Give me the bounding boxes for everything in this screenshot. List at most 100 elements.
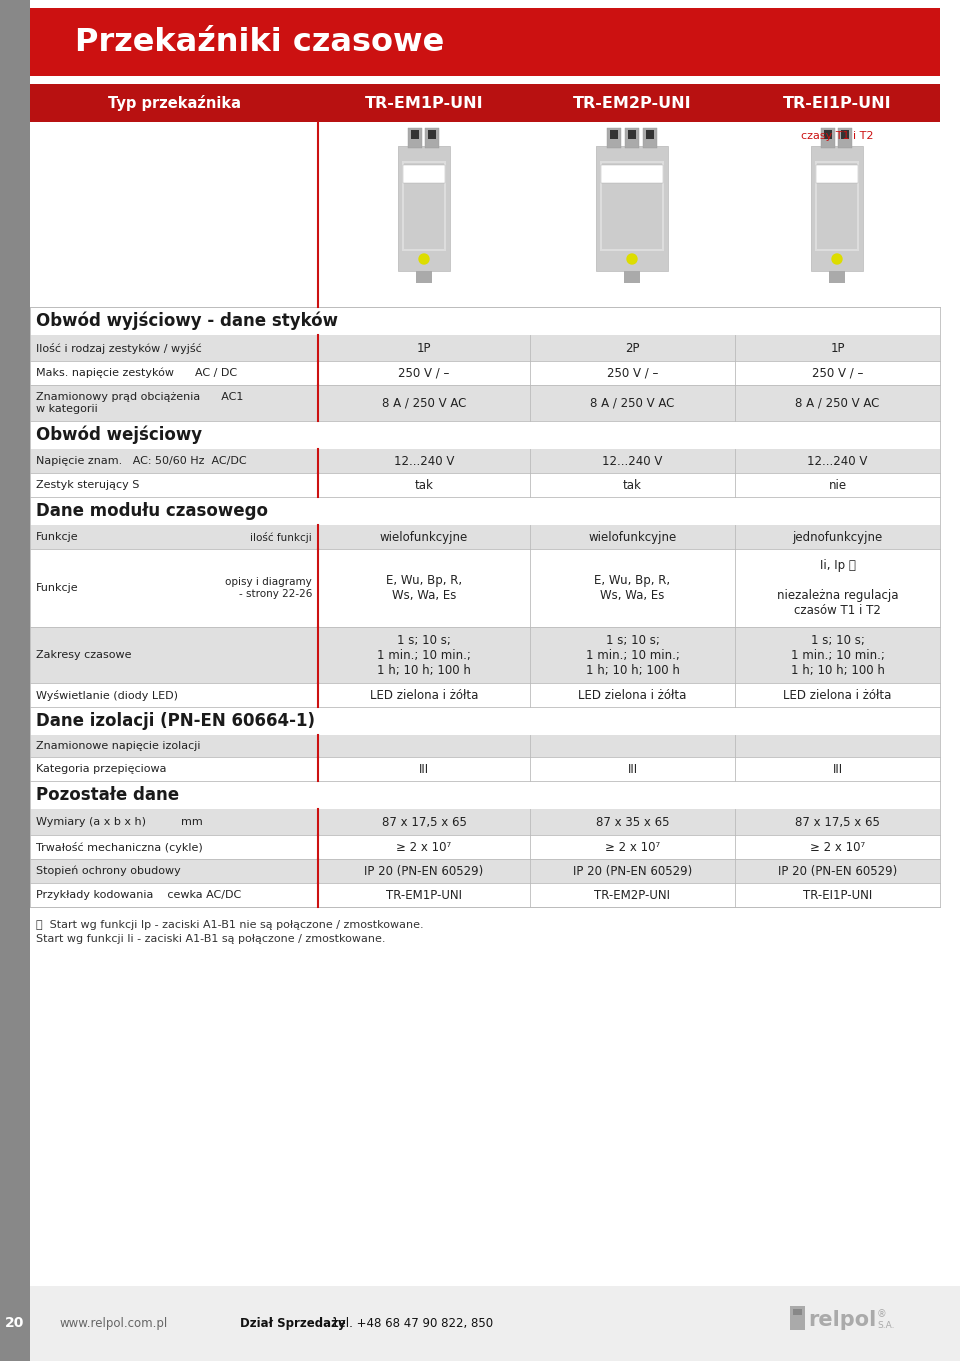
Bar <box>408 128 422 148</box>
Bar <box>30 548 940 627</box>
Text: Kategoria przepięciowa: Kategoria przepięciowa <box>36 764 166 774</box>
Bar <box>601 165 663 182</box>
Bar <box>30 627 940 683</box>
Text: 250 V / –: 250 V / – <box>607 366 659 380</box>
Bar <box>790 1307 805 1330</box>
Text: Ilość i rodzaj zestyków / wyjść: Ilość i rodzaj zestyków / wyjść <box>36 343 202 354</box>
Text: 87 x 35 x 65: 87 x 35 x 65 <box>596 815 669 829</box>
Text: czasy T1 i T2: czasy T1 i T2 <box>802 131 874 142</box>
Text: 8 A / 250 V AC: 8 A / 250 V AC <box>590 396 675 410</box>
Bar <box>30 122 940 308</box>
Text: Zakresy czasowe: Zakresy czasowe <box>36 651 132 660</box>
Bar <box>30 781 940 808</box>
Text: Dane modułu czasowego: Dane modułu czasowego <box>36 502 268 520</box>
Text: Znamionowy prąd obciążenia      AC1: Znamionowy prąd obciążenia AC1 <box>36 392 244 401</box>
Text: 12...240 V: 12...240 V <box>602 455 662 467</box>
Text: Przekaźniki czasowe: Przekaźniki czasowe <box>75 26 444 57</box>
Text: TR-EM2P-UNI: TR-EM2P-UNI <box>573 95 692 110</box>
Bar <box>628 131 636 139</box>
Bar <box>30 385 940 421</box>
Bar <box>30 308 940 335</box>
Text: Stopień ochrony obudowy: Stopień ochrony obudowy <box>36 866 180 876</box>
Bar <box>600 161 664 250</box>
Text: 1 s; 10 s;
1 min.; 10 min.;
1 h; 10 h; 100 h: 1 s; 10 s; 1 min.; 10 min.; 1 h; 10 h; 1… <box>586 633 680 676</box>
Bar <box>624 271 640 283</box>
Text: nie: nie <box>828 479 847 491</box>
Text: ilość funkcji: ilość funkcji <box>251 532 312 543</box>
Text: S.A.: S.A. <box>877 1322 895 1331</box>
Bar <box>30 836 940 859</box>
Bar <box>815 161 859 250</box>
Bar <box>841 131 849 139</box>
Text: III: III <box>832 762 843 776</box>
Text: Pozostałe dane: Pozostałe dane <box>36 787 180 804</box>
Text: LED zielona i żółta: LED zielona i żółta <box>370 689 478 701</box>
Bar <box>30 308 940 335</box>
Text: 87 x 17,5 x 65: 87 x 17,5 x 65 <box>795 815 880 829</box>
Circle shape <box>627 255 637 264</box>
Text: relpol: relpol <box>808 1311 876 1330</box>
Bar <box>30 859 940 883</box>
Text: Znamionowe napięcie izolacji: Znamionowe napięcie izolacji <box>36 740 201 751</box>
Text: tak: tak <box>415 479 433 491</box>
Text: Funkcje: Funkcje <box>36 532 79 542</box>
Text: ⓘ  Start wg funkcji Ip - zaciski A1-B1 nie są połączone / zmostkowane.: ⓘ Start wg funkcji Ip - zaciski A1-B1 ni… <box>36 920 423 930</box>
Bar <box>30 8 940 76</box>
Text: 1 s; 10 s;
1 min.; 10 min.;
1 h; 10 h; 100 h: 1 s; 10 s; 1 min.; 10 min.; 1 h; 10 h; 1… <box>377 633 471 676</box>
Text: Napięcie znam.   AC: 50/60 Hz  AC/DC: Napięcie znam. AC: 50/60 Hz AC/DC <box>36 456 247 465</box>
Text: w kategorii: w kategorii <box>36 404 98 415</box>
Bar <box>403 165 445 182</box>
Bar <box>829 271 845 283</box>
Bar <box>404 163 444 249</box>
Text: Wymiary (a x b x h)          mm: Wymiary (a x b x h) mm <box>36 817 203 827</box>
Bar <box>821 128 835 148</box>
Bar <box>0 1286 30 1361</box>
Text: 1P: 1P <box>830 342 845 354</box>
Text: 8 A / 250 V AC: 8 A / 250 V AC <box>795 396 879 410</box>
Bar <box>824 131 832 139</box>
Text: 12...240 V: 12...240 V <box>807 455 868 467</box>
Text: Dział Sprzedaży: Dział Sprzedaży <box>240 1316 346 1330</box>
Bar <box>0 1286 960 1361</box>
Text: tel. +48 68 47 90 822, 850: tel. +48 68 47 90 822, 850 <box>330 1316 493 1330</box>
Text: Typ przekaźnika: Typ przekaźnika <box>108 95 241 112</box>
Text: Obwód wyjściowy - dane styków: Obwód wyjściowy - dane styków <box>36 312 338 331</box>
Text: Przykłady kodowania    cewka AC/DC: Przykłady kodowania cewka AC/DC <box>36 890 241 900</box>
Circle shape <box>832 255 842 264</box>
Bar <box>30 525 940 548</box>
Bar <box>30 706 940 735</box>
Bar <box>30 421 940 449</box>
Bar <box>398 146 450 271</box>
Text: wielofunkcyjne: wielofunkcyjne <box>380 531 468 543</box>
Text: 12...240 V: 12...240 V <box>394 455 454 467</box>
Text: 250 V / –: 250 V / – <box>398 366 449 380</box>
Bar <box>30 449 940 474</box>
Text: TR-EI1P-UNI: TR-EI1P-UNI <box>803 889 872 901</box>
Text: Trwałość mechaniczna (cykle): Trwałość mechaniczna (cykle) <box>36 841 203 852</box>
Text: ®: ® <box>877 1309 887 1319</box>
Text: Start wg funkcji Ii - zaciski A1-B1 są połączone / zmostkowane.: Start wg funkcji Ii - zaciski A1-B1 są p… <box>36 934 386 945</box>
Bar <box>30 706 940 735</box>
Text: IP 20 (PN-EN 60529): IP 20 (PN-EN 60529) <box>365 864 484 878</box>
Text: ≥ 2 x 10⁷: ≥ 2 x 10⁷ <box>605 841 660 853</box>
Text: III: III <box>628 762 637 776</box>
Bar <box>625 128 639 148</box>
Text: 2P: 2P <box>625 342 639 354</box>
Bar <box>425 128 439 148</box>
Bar <box>30 808 940 836</box>
Bar <box>30 781 940 808</box>
Text: E, Wu, Bp, R,
Ws, Wa, Es: E, Wu, Bp, R, Ws, Wa, Es <box>594 574 671 602</box>
Text: opisy i diagramy
- strony 22-26: opisy i diagramy - strony 22-26 <box>226 577 312 599</box>
Bar <box>30 84 940 122</box>
Bar <box>30 497 940 525</box>
Bar <box>816 165 858 182</box>
Bar <box>596 146 668 271</box>
Bar <box>646 131 654 139</box>
Bar <box>398 146 450 271</box>
Text: jednofunkcyjne: jednofunkcyjne <box>792 531 882 543</box>
Bar <box>817 163 857 249</box>
Text: Maks. napięcie zestyków      AC / DC: Maks. napięcie zestyków AC / DC <box>36 367 237 378</box>
Text: 1P: 1P <box>417 342 431 354</box>
Bar <box>602 163 662 249</box>
Bar <box>596 146 668 271</box>
